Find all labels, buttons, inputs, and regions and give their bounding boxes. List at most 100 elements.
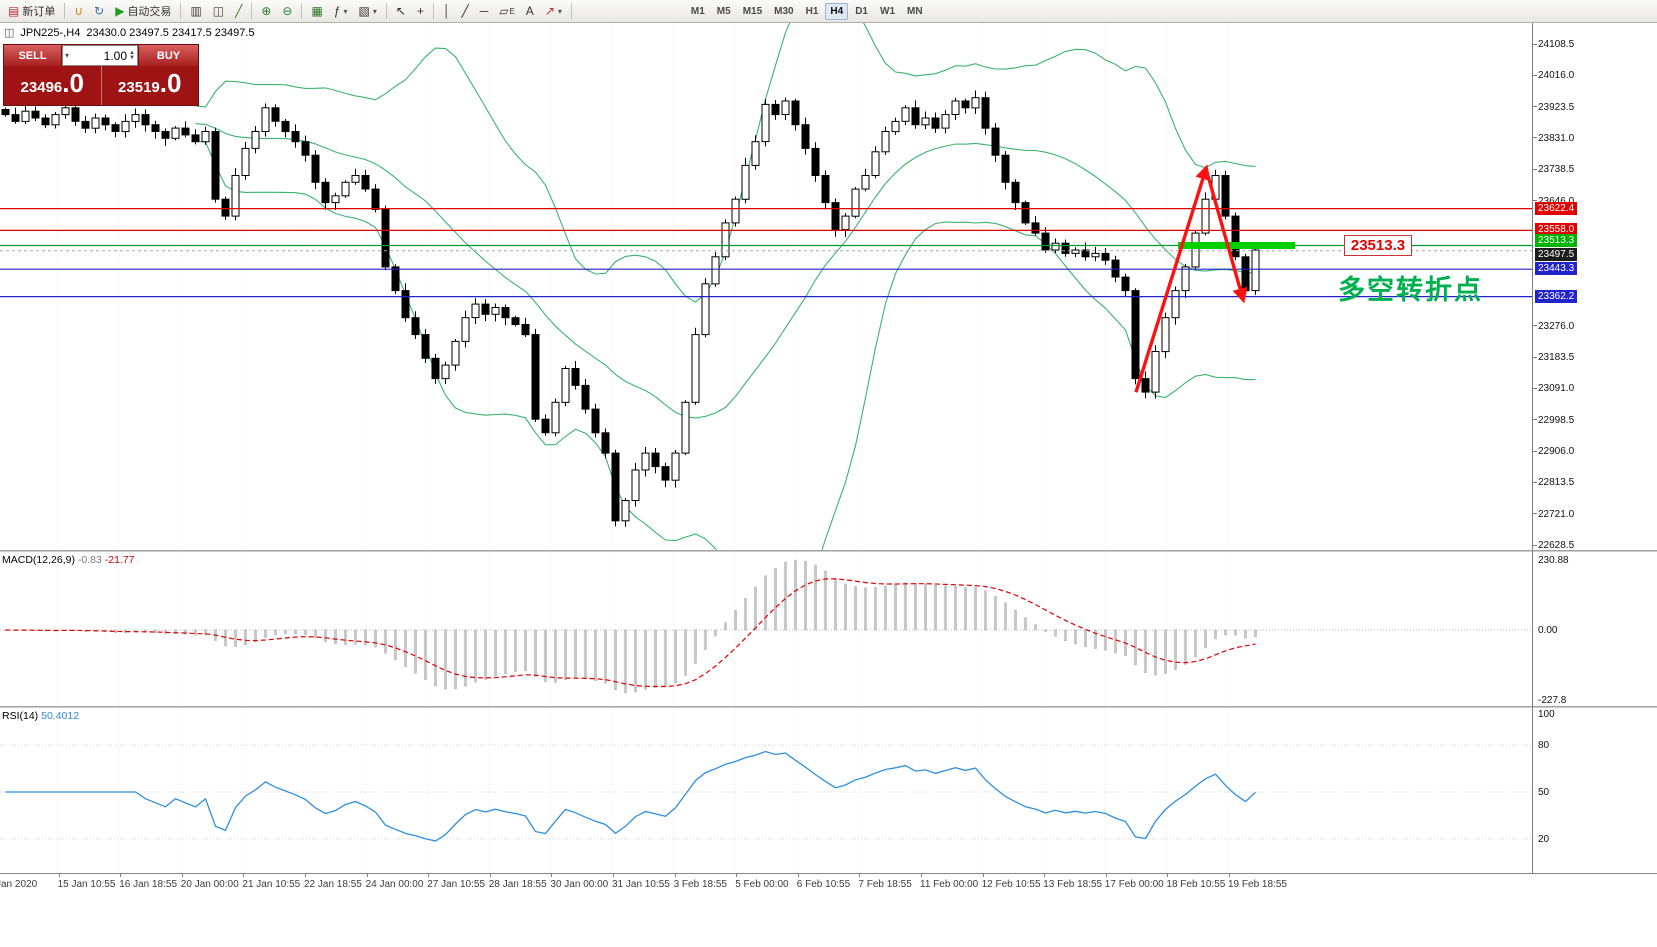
trendline-icon: ╱ <box>461 4 469 18</box>
zoom-out-button[interactable]: ⊖ <box>277 2 297 21</box>
timeframe-w1-button[interactable]: W1 <box>880 5 895 17</box>
timeframe-m30-button[interactable]: M30 <box>774 5 794 17</box>
timeframe-m15-button[interactable]: M15 <box>742 5 763 17</box>
time-tick <box>305 874 306 877</box>
time-axis-label: 28 Jan 18:55 <box>488 879 547 890</box>
sell-price[interactable]: 23496.0 <box>4 66 101 105</box>
templates-button[interactable]: ▧ ▾ <box>354 2 382 21</box>
buy-button[interactable]: BUY <box>138 45 198 66</box>
timeframe-m1-button[interactable]: M1 <box>690 5 705 17</box>
refresh-button[interactable]: ↻ <box>89 2 109 21</box>
axis-tick <box>1533 450 1537 452</box>
arrows-button[interactable]: ↗ ▾ <box>540 2 567 21</box>
bar-chart-button[interactable]: ▥ <box>185 2 206 21</box>
macd-axis-label: 0.00 <box>1538 625 1558 636</box>
rsi-panel-canvas[interactable] <box>0 708 1532 872</box>
price-level-label[interactable]: 23513.3 <box>1344 235 1412 256</box>
text-label-button[interactable]: A <box>521 2 539 21</box>
price-axis-label: 22721.0 <box>1538 508 1575 520</box>
time-tick <box>797 874 799 877</box>
candlestick-icon: ◫ <box>4 27 15 39</box>
panel-splitter-macd[interactable] <box>0 550 1657 552</box>
volume-spinner[interactable]: ▲ ▼ <box>129 49 135 61</box>
turning-point-annotation[interactable]: 多空转折点 <box>1338 275 1483 305</box>
timeframe-h4-button[interactable]: H4 <box>825 2 849 20</box>
time-tick <box>428 874 430 877</box>
sell-button[interactable]: SELL <box>4 45 62 66</box>
price-axis[interactable]: 24108.5 24016.0 23923.5 23831.0 23738.5 23646… <box>1532 23 1657 873</box>
timeframe-d1-button[interactable]: D1 <box>855 5 868 17</box>
time-axis-label: 7 Feb 18:55 <box>858 879 912 890</box>
price-axis-label: 22906.0 <box>1538 446 1575 458</box>
axis-tick <box>1533 513 1537 515</box>
spinner-up-icon[interactable]: ▲ <box>129 49 135 56</box>
timeframe-mn-button[interactable]: MN <box>907 5 923 17</box>
toolbar-separator <box>385 3 387 19</box>
trend-arrow[interactable] <box>1134 164 1248 393</box>
axis-tick <box>1533 419 1537 421</box>
text-label-icon: A <box>525 4 534 18</box>
time-axis-label: 3 Feb 18:55 <box>673 879 727 890</box>
time-axis-label: 21 Jan 10:55 <box>242 879 301 890</box>
vertical-line-button[interactable]: │ <box>438 2 456 21</box>
rsi-indicator-label: RSI(14) 50.4012 <box>2 710 79 722</box>
axis-tick <box>1533 544 1537 546</box>
rsi-name: RSI(14) <box>2 710 39 722</box>
axis-tick <box>1533 106 1537 108</box>
crosshair-icon: + <box>416 4 424 18</box>
timeframe-m5-button[interactable]: M5 <box>716 5 731 17</box>
price-axis-label: 22813.5 <box>1538 477 1575 489</box>
vertical-line-icon: │ <box>442 4 451 18</box>
green-level-band[interactable] <box>1178 242 1295 249</box>
price-axis-label: 23183.5 <box>1538 352 1575 364</box>
macd-panel-canvas[interactable] <box>0 553 1532 706</box>
axis-tick <box>1533 168 1537 170</box>
tile-windows-button[interactable]: ▦ <box>306 2 327 21</box>
time-tick <box>551 874 553 877</box>
equidistant-channel-button[interactable]: ▱ E <box>494 2 520 21</box>
volume-dropdown-icon[interactable]: ▾ <box>65 51 70 60</box>
rsi-period-separators <box>57 708 1229 872</box>
panel-splitter-rsi[interactable] <box>0 706 1657 708</box>
price-tag: 23362.2 <box>1535 289 1578 303</box>
timeframe-h1-button[interactable]: H1 <box>805 5 819 17</box>
cursor-icon: ↖ <box>395 4 406 18</box>
magnet-button[interactable]: ∪ <box>69 2 88 21</box>
main-chart-canvas[interactable] <box>0 23 1532 550</box>
indicators-button[interactable]: ƒ ▾ <box>329 2 353 21</box>
one-click-trading-panel: SELL ▾ 1.00 ▲ ▼ BUY 23496.0 23519.0 <box>3 44 199 106</box>
line-chart-button[interactable]: ╱ <box>230 2 247 21</box>
crosshair-button[interactable]: + <box>412 2 429 21</box>
volume-input[interactable]: ▾ 1.00 ▲ ▼ <box>62 45 138 66</box>
rsi-axis-label: 20 <box>1538 834 1550 845</box>
macd-name: MACD(12,26,9) <box>2 554 75 566</box>
axis-tick <box>1533 137 1537 139</box>
time-tick <box>613 874 614 877</box>
time-axis[interactable]: Jan 2020 15 Jan 10:55 16 Jan 18:55 20 Jan 0… <box>0 873 1657 894</box>
arrows-icon: ↗ <box>544 4 555 18</box>
spinner-down-icon[interactable]: ▼ <box>129 54 135 61</box>
time-axis-label: 12 Feb 10:55 <box>981 879 1041 890</box>
time-axis-label: 16 Jan 18:55 <box>119 879 178 890</box>
candlestick-chart-button[interactable]: ◫ <box>208 2 229 21</box>
new-order-button[interactable]: ▤ 新订单 <box>3 2 60 21</box>
bollinger-middle-band <box>195 123 1256 419</box>
price-axis-label: 23276.0 <box>1538 320 1575 332</box>
period-separator-lines <box>57 23 1229 550</box>
main-toolbar: ▤ 新订单 ∪ ↻ ▶ 自动交易 ▥ ◫ ╱ ⊕ ⊖ ▦ ƒ ▾ ▧ ▾ ↖ + │ ╱ ─ ▱ E A ↗ ▾ M1 M5 M15 M3… <box>0 0 1657 23</box>
ohlc-values: 23430.0 23497.5 23417.5 23497.5 <box>86 26 255 39</box>
time-axis-label: 15 Jan 10:55 <box>57 879 116 890</box>
time-axis-label: 11 Feb 00:00 <box>920 879 979 890</box>
buy-price-frac: .0 <box>159 68 182 98</box>
trendline-button[interactable]: ╱ <box>456 2 473 21</box>
toolbar-separator <box>180 3 182 19</box>
cursor-button[interactable]: ↖ <box>391 2 411 21</box>
chart-window: ◫ JPN225-,H4 23430.0 23497.5 23417.5 234… <box>0 23 1657 894</box>
auto-trading-button[interactable]: ▶ 自动交易 <box>110 2 176 21</box>
axis-tick <box>1533 200 1537 202</box>
zoom-in-button[interactable]: ⊕ <box>256 2 276 21</box>
rsi-line <box>5 750 1256 842</box>
horizontal-line-button[interactable]: ─ <box>475 2 494 21</box>
buy-price[interactable]: 23519.0 <box>102 66 199 105</box>
